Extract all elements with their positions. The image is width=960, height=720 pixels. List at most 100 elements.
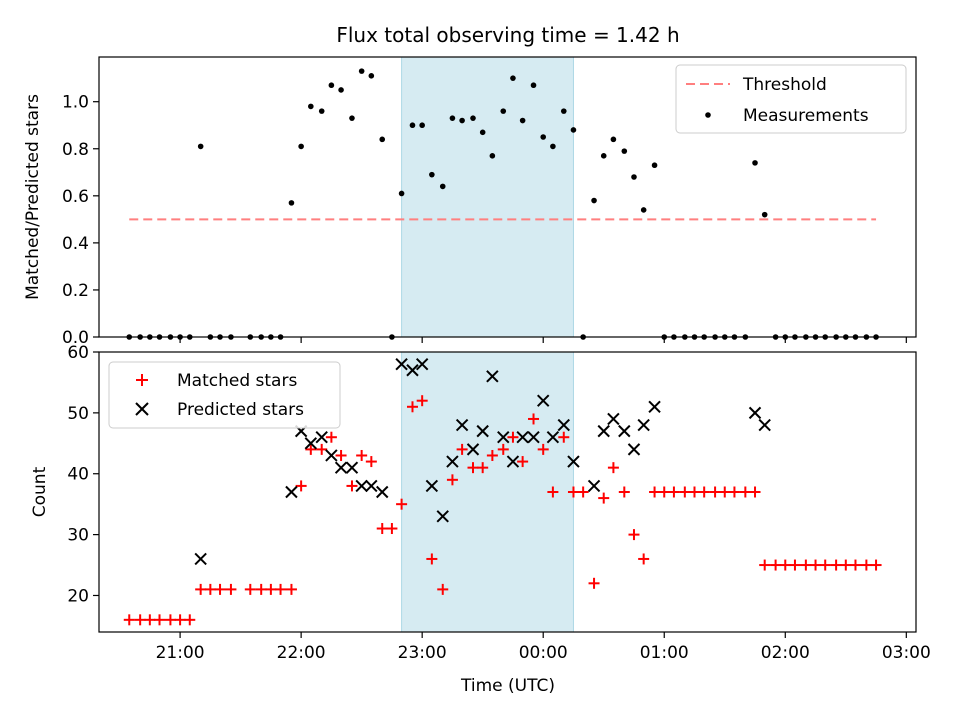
matched-star-point	[638, 553, 650, 565]
predicted-star-point	[436, 510, 449, 523]
matched-star-point	[528, 413, 540, 425]
matched-star-point	[285, 583, 297, 595]
top-y-tick-label: 0.4	[62, 234, 89, 254]
matched-star-point	[204, 583, 216, 595]
bottom-y-tick-label: 60	[67, 343, 89, 363]
predicted-star-point	[546, 431, 560, 444]
measurement-point	[651, 162, 658, 169]
matched-star-point	[628, 529, 640, 541]
matched-star-point	[819, 559, 831, 571]
legend-predicted-label: Predicted stars	[177, 400, 304, 420]
matched-star-point	[446, 474, 458, 486]
matched-star-point	[558, 431, 570, 443]
matched-star-point	[849, 559, 861, 571]
matched-star-point	[356, 449, 368, 461]
measurement-point	[318, 108, 325, 114]
matched-star-point	[174, 614, 186, 626]
matched-star-point	[649, 486, 661, 498]
matched-star-point	[789, 559, 801, 571]
measurement-point	[197, 143, 204, 150]
matched-star-point	[144, 614, 156, 626]
predicted-star-point	[355, 479, 368, 493]
measurement-point	[519, 117, 526, 124]
bottom-x-tick-label: 21:00	[156, 643, 205, 663]
matched-star-point	[305, 443, 317, 455]
measurement-point	[308, 103, 314, 110]
matched-star-point	[800, 559, 812, 571]
matched-star-point	[195, 583, 207, 595]
predicted-star-point	[648, 400, 661, 413]
matched-star-point	[547, 486, 559, 498]
matched-star-point	[255, 583, 267, 595]
predicted-star-point	[365, 479, 378, 493]
predicted-star-point	[748, 406, 762, 420]
predicted-star-point	[627, 443, 641, 456]
matched-star-point	[275, 583, 287, 595]
predicted-star-point	[618, 424, 631, 438]
matched-star-point	[164, 614, 176, 626]
measurement-point	[379, 136, 386, 143]
matched-star-point	[870, 559, 882, 571]
measurement-point	[500, 108, 507, 114]
measurement-point	[288, 200, 295, 206]
matched-star-point	[497, 443, 509, 455]
matched-star-point	[225, 583, 237, 595]
matched-star-point	[860, 559, 872, 571]
measurement-point	[530, 82, 537, 89]
matched-star-point	[244, 583, 256, 595]
measurement-point	[439, 183, 446, 190]
matched-star-point	[577, 486, 589, 498]
predicted-star-point	[334, 461, 348, 474]
matched-star-point	[759, 559, 771, 571]
top-y-axis-label: Matched/Predicted stars	[23, 94, 43, 300]
predicted-star-point	[567, 455, 580, 468]
matched-star-point	[588, 577, 600, 589]
predicted-star-point	[395, 357, 408, 371]
matched-star-point	[316, 443, 328, 455]
measurement-point	[550, 143, 556, 150]
matched-star-point	[416, 395, 428, 407]
matched-star-point	[749, 486, 761, 498]
matched-star-point	[477, 462, 489, 474]
measurement-point	[419, 122, 425, 129]
predicted-star-point	[506, 455, 520, 468]
bottom-x-tick-label: 02:00	[761, 643, 810, 663]
matched-star-point	[618, 486, 630, 498]
predicted-star-point	[304, 437, 318, 450]
legend-measurements-swatch	[705, 112, 711, 118]
legend-threshold-label: Threshold	[742, 75, 827, 95]
matched-star-point	[396, 498, 408, 510]
measurement-point	[761, 211, 768, 218]
matched-star-point	[567, 486, 579, 498]
predicted-star-point	[425, 479, 439, 493]
measurement-point	[631, 174, 637, 180]
predicted-star-point	[466, 443, 480, 456]
measurement-point	[349, 115, 355, 121]
matched-star-point	[123, 614, 135, 626]
predicted-star-point	[486, 370, 499, 383]
bottom-y-tick-label: 30	[67, 526, 89, 546]
matched-star-point	[467, 462, 479, 474]
matched-star-point	[698, 486, 710, 498]
predicted-star-point	[345, 461, 359, 474]
matched-star-point	[830, 559, 842, 571]
matched-star-point	[679, 486, 691, 498]
predicted-star-point	[476, 424, 489, 438]
bottom-y-tick-label: 50	[67, 404, 89, 424]
bottom-axes-frame	[98, 351, 917, 633]
matched-star-point	[728, 486, 740, 498]
matched-star-point	[365, 456, 377, 468]
legend-predicted-swatch	[135, 402, 149, 416]
matched-star-point	[456, 443, 468, 455]
predicted-star-point	[446, 455, 459, 468]
matched-star-point	[184, 614, 196, 626]
matched-star-point	[325, 431, 337, 443]
top-y-tick-label: 0.0	[62, 328, 89, 348]
matched-star-point	[346, 480, 358, 492]
predicted-star-point	[557, 418, 570, 432]
matched-star-point	[709, 486, 721, 498]
measurement-point	[621, 148, 628, 154]
predicted-star-point	[637, 418, 650, 432]
matched-star-point	[537, 443, 549, 455]
